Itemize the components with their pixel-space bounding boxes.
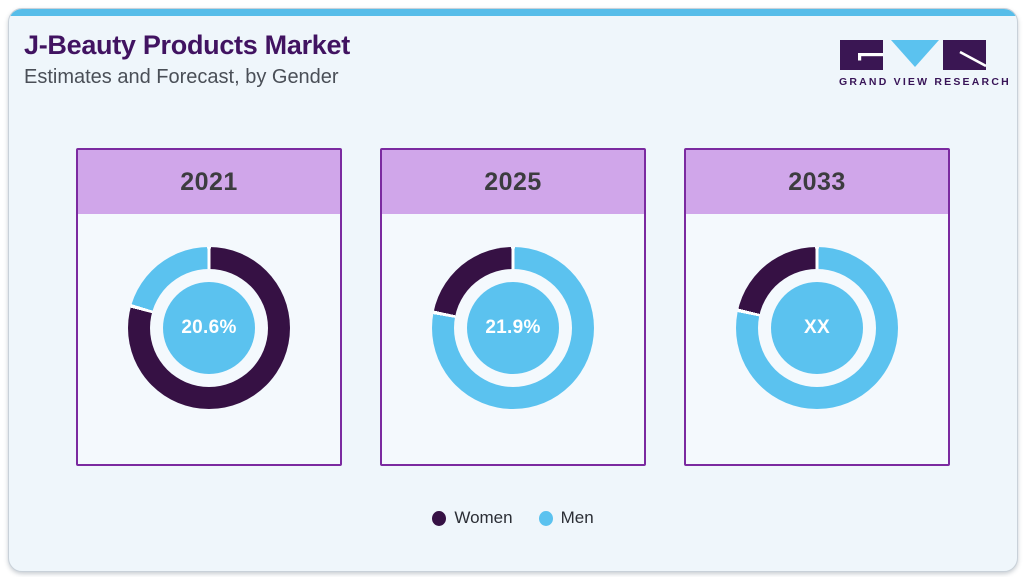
donut-chart-2033: XX	[736, 247, 898, 409]
header: J-Beauty Products Market Estimates and F…	[24, 30, 350, 89]
donut-center-circle: 20.6%	[163, 282, 255, 374]
card-year-label: 2025	[484, 167, 542, 196]
legend-label-women: Women	[454, 508, 513, 527]
legend-label-men: Men	[560, 508, 594, 527]
year-cards: 2021 20.6% 2025	[9, 148, 1017, 466]
card-body-2025: 21.9%	[382, 214, 644, 464]
page-title: J-Beauty Products Market	[24, 30, 350, 60]
year-card-2021: 2021 20.6%	[76, 148, 342, 466]
page-subtitle: Estimates and Forecast, by Gender	[24, 66, 339, 88]
gvr-logo-icon	[840, 40, 986, 70]
card-body-2021: 20.6%	[78, 214, 340, 464]
legend-item-men: Men	[538, 508, 594, 528]
year-card-2025: 2025 21.9%	[380, 148, 646, 466]
donut-chart-2021: 20.6%	[128, 247, 290, 409]
donut-center-circle: 21.9%	[467, 282, 559, 374]
card-header-2021: 2021	[78, 150, 340, 214]
legend-item-women: Women	[432, 508, 513, 528]
donut-center-label: XX	[804, 317, 830, 338]
card-header-2025: 2025	[382, 150, 644, 214]
card-header-2033: 2033	[686, 150, 948, 214]
legend-dot-men-icon	[538, 510, 553, 526]
gvr-logo-text: GRAND VIEW RESEARCH	[839, 76, 1011, 88]
card-year-label: 2033	[788, 167, 846, 196]
chart-legend: Women Men	[9, 508, 1017, 528]
donut-center-label: 21.9%	[485, 317, 541, 338]
card-year-label: 2021	[180, 167, 238, 196]
donut-center-circle: XX	[771, 282, 863, 374]
content-panel: J-Beauty Products Market Estimates and F…	[8, 8, 1018, 572]
top-accent-bar	[9, 9, 1017, 16]
donut-center-label: 20.6%	[181, 317, 237, 338]
card-body-2033: XX	[686, 214, 948, 464]
donut-chart-2025: 21.9%	[432, 247, 594, 409]
gvr-logo: GRAND VIEW RESEARCH	[839, 40, 1011, 88]
year-card-2033: 2033 XX	[684, 148, 950, 466]
legend-dot-women-icon	[432, 510, 447, 526]
